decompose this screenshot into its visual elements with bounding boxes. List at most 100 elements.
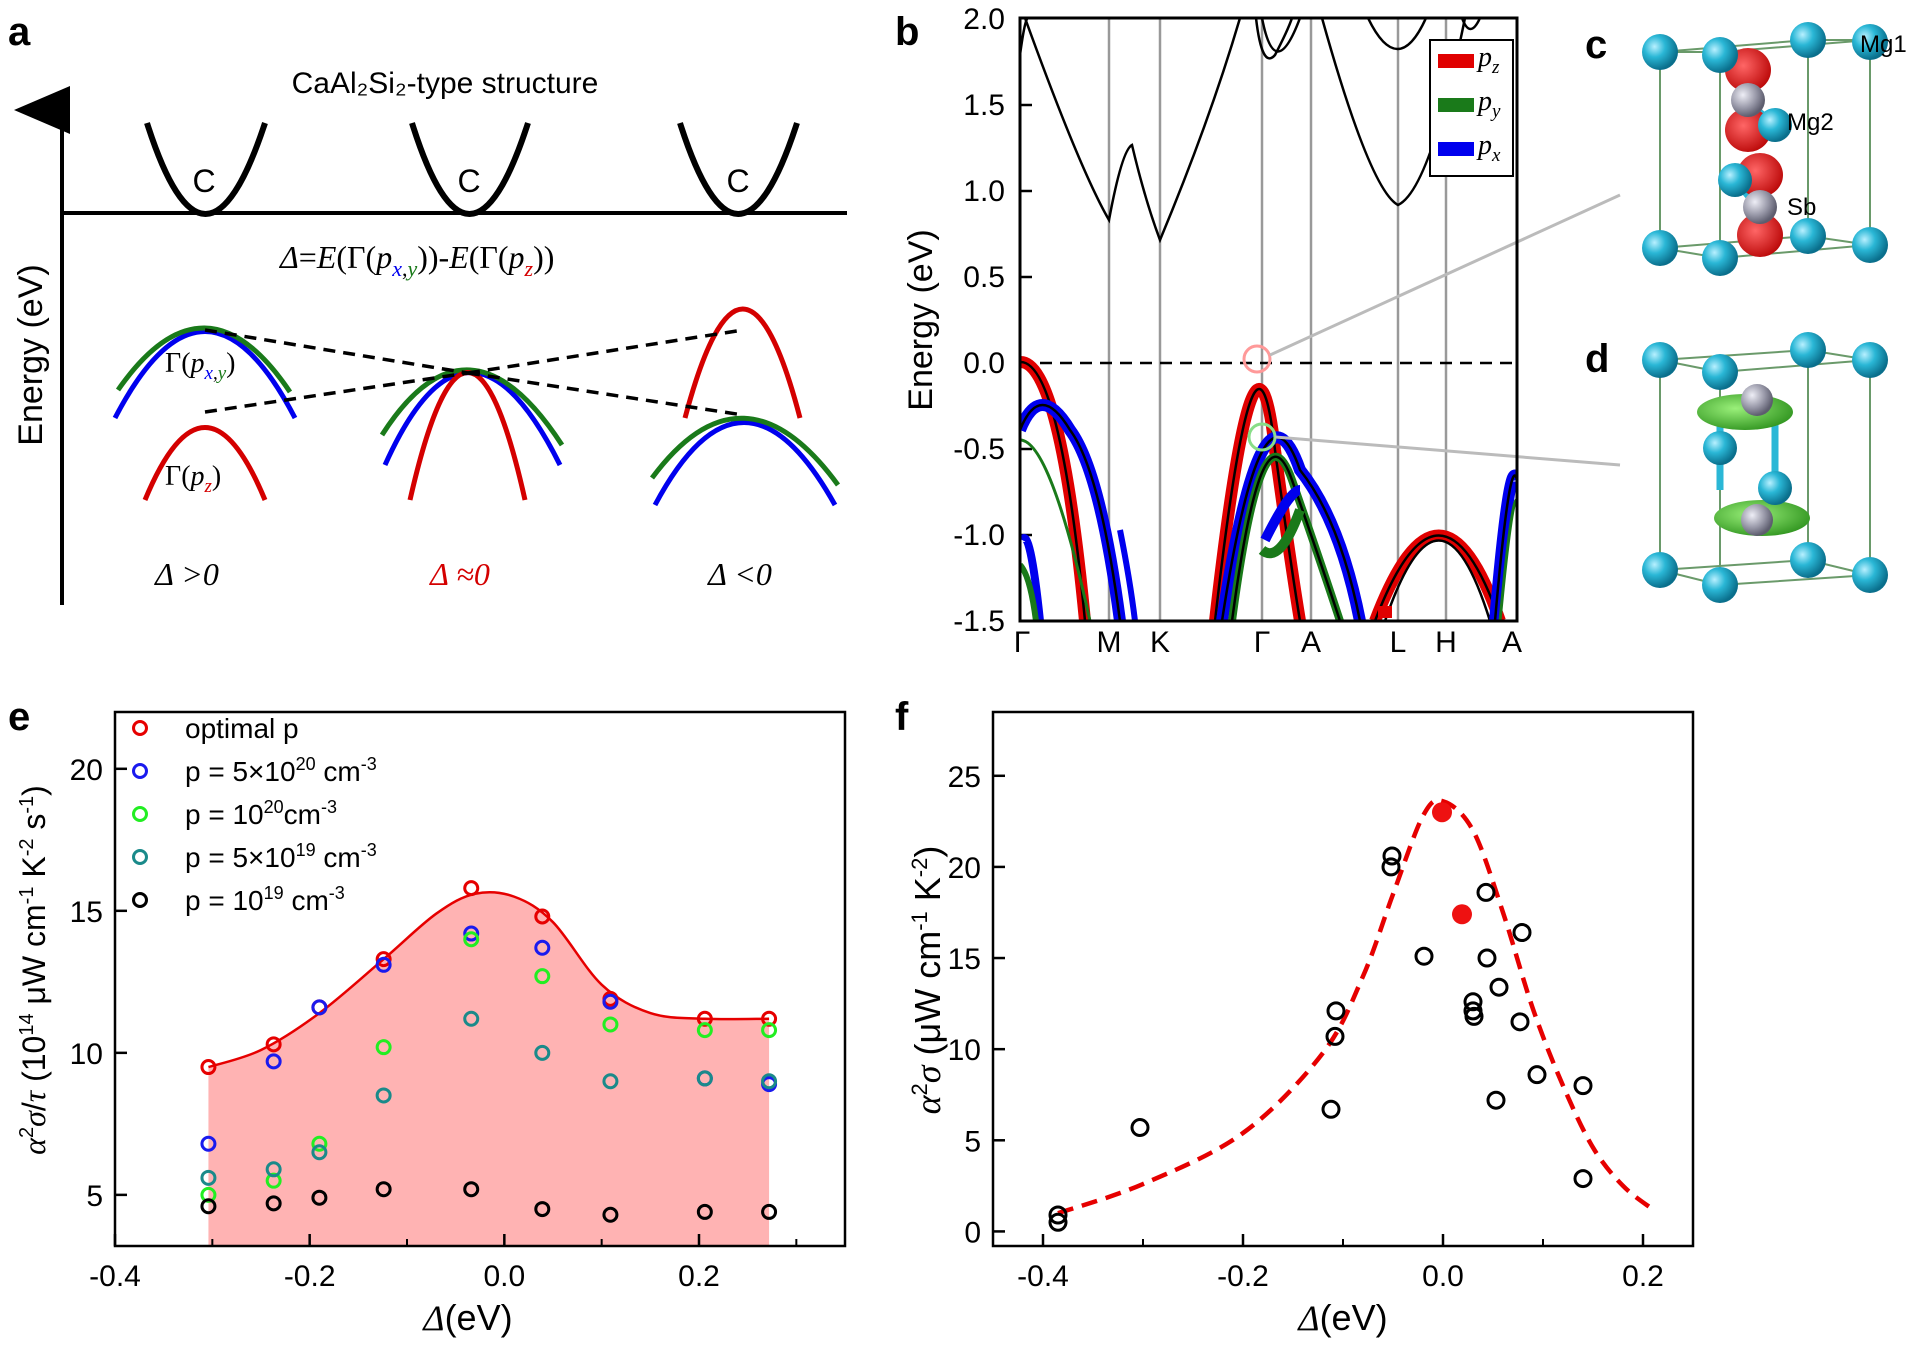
e-point-s2-2 bbox=[311, 1135, 328, 1152]
e-point-s0-7 bbox=[696, 1010, 713, 1027]
e-xlabel: Δ(eV) bbox=[421, 1297, 512, 1338]
vb-px-line-gamma bbox=[1220, 436, 1362, 621]
vb-pz-line-1 bbox=[1020, 360, 1087, 621]
kpoint-labels: Γ M K Γ A L H A bbox=[1014, 626, 1522, 659]
e-legend-marker-3 bbox=[132, 849, 148, 865]
mg-atom-c6 bbox=[1718, 163, 1752, 197]
e-point-s3-1 bbox=[265, 1161, 282, 1178]
f-open-point-7 bbox=[1382, 846, 1402, 866]
pxy-green-1 bbox=[115, 325, 293, 394]
e-point-s4-2 bbox=[311, 1189, 328, 1206]
vb-pz-line-L bbox=[1373, 534, 1502, 621]
f-ytick-4: 20 bbox=[948, 852, 981, 885]
f-open-point-16 bbox=[1510, 1012, 1530, 1032]
mg-atom-c10 bbox=[1852, 227, 1888, 263]
mg-atom-d1 bbox=[1642, 342, 1678, 378]
e-point-s4-8 bbox=[761, 1203, 778, 1220]
pxy-blue-2 bbox=[382, 370, 563, 467]
e-point-s1-1 bbox=[265, 1053, 282, 1070]
panel-label-d: d bbox=[1585, 337, 1609, 381]
e-xtick-3: 0.2 bbox=[678, 1260, 720, 1293]
mg-atom-d6 bbox=[1758, 471, 1792, 505]
band-structure bbox=[1020, 18, 1517, 621]
panel-label-a: a bbox=[8, 10, 31, 54]
panel-b: b Energy (eV) -1.5 -1.0 -0.5 0.0 0.5 1.0… bbox=[895, 3, 1621, 659]
legend-py-swatch bbox=[1438, 98, 1474, 112]
sb-atom-d2 bbox=[1741, 504, 1773, 536]
ytick-b-5: 1.0 bbox=[963, 175, 1005, 208]
panel-c: c Mg1 Mg2 Sb bbox=[1585, 22, 1906, 276]
pz-orbital-lobe-4 bbox=[1737, 213, 1783, 257]
e-legend-marker-4 bbox=[132, 892, 148, 908]
trend-dashed-lines bbox=[204, 328, 744, 417]
e-point-s2-1 bbox=[265, 1172, 282, 1189]
pz-red-1 bbox=[142, 425, 268, 501]
kpoint-0: Γ bbox=[1014, 626, 1031, 659]
f-open-point-6 bbox=[1381, 857, 1401, 877]
cb-band-1 bbox=[1023, 18, 1242, 244]
f-ticks: -0.4 -0.2 0.0 0.2 0 5 10 15 20 25 bbox=[948, 761, 1664, 1293]
f-open-point-13 bbox=[1477, 948, 1497, 968]
e-point-s1-5 bbox=[534, 939, 551, 956]
pz-red-3 bbox=[682, 306, 803, 419]
panel-b-yticks: -1.5 -1.0 -0.5 0.0 0.5 1.0 1.5 2.0 bbox=[953, 3, 1005, 638]
e-xtick-1: -0.2 bbox=[284, 1260, 336, 1293]
e-legend-marker-0 bbox=[132, 720, 148, 736]
e-point-s3-3 bbox=[375, 1087, 392, 1104]
e-point-s4-6 bbox=[602, 1206, 619, 1223]
case-label-positive: Δ >0 bbox=[153, 556, 219, 592]
e-legend: optimal p p = 5×1020 cm-3 p = 1020cm-3 p = … bbox=[132, 713, 377, 916]
kpoint-7: A bbox=[1502, 626, 1522, 659]
e-shaded-area bbox=[208, 892, 770, 1246]
f-open-point-12 bbox=[1476, 882, 1496, 902]
cb-parabola-2 bbox=[409, 122, 531, 217]
mg-atom-d7 bbox=[1642, 552, 1678, 588]
cb-label-3: C bbox=[726, 163, 749, 199]
kpoint-lines bbox=[1107, 18, 1448, 621]
panel-label-c: c bbox=[1585, 23, 1607, 67]
mg-atom-c5 bbox=[1758, 108, 1792, 142]
f-open-point-19 bbox=[1573, 1169, 1593, 1189]
legend-pz-swatch bbox=[1438, 54, 1474, 68]
f-open-point-5 bbox=[1326, 1001, 1346, 1021]
e-point-s3-2 bbox=[311, 1144, 328, 1161]
e-point-s1-4 bbox=[463, 925, 480, 942]
f-open-point-2 bbox=[1130, 1118, 1150, 1138]
vb-px-fat-A bbox=[1489, 469, 1517, 621]
panel-f: f -0.4 -0.2 0.0 0.2 0 5 10 15 20 25 Δ(eV) α2σ (μW… bbox=[895, 695, 1695, 1338]
vb-py-line-gamma bbox=[1230, 455, 1342, 621]
f-ylabel: α2σ (μW cm-1 K-2) bbox=[907, 846, 948, 1115]
mg-atom-c8 bbox=[1702, 240, 1738, 276]
sb-atom-c2 bbox=[1743, 190, 1777, 224]
f-open-point-4 bbox=[1325, 1026, 1345, 1046]
e-point-s4-5 bbox=[534, 1201, 551, 1218]
kpoint-1: M bbox=[1097, 626, 1122, 659]
mg-atom-c7 bbox=[1642, 230, 1678, 266]
f-ytick-3: 15 bbox=[948, 943, 981, 976]
sb-atom-d1 bbox=[1741, 384, 1773, 416]
vb-px-line-1 bbox=[1020, 403, 1122, 621]
vb-px-fat-gamma2 bbox=[1260, 485, 1302, 543]
f-fit-curve bbox=[1057, 798, 1655, 1216]
panel-b-ylabel: Energy (eV) bbox=[902, 229, 940, 410]
f-filled-point-1 bbox=[1452, 904, 1472, 925]
ytick-b-0: -1.5 bbox=[953, 605, 1005, 638]
kpoint-2: K bbox=[1150, 626, 1170, 659]
e-point-s4-4 bbox=[463, 1181, 480, 1198]
e-legend-label-4: p = 1019 cm-3 bbox=[185, 883, 345, 916]
e-point-s3-4 bbox=[463, 1010, 480, 1027]
f-open-point-18 bbox=[1527, 1065, 1547, 1085]
f-open-point-11 bbox=[1464, 1006, 1484, 1026]
e-point-s4-1 bbox=[265, 1195, 282, 1212]
f-xtick-3: 0.2 bbox=[1622, 1260, 1664, 1293]
vb-case-positive: Γ(px,y) Γ(pz) bbox=[112, 325, 298, 501]
mg-atom-d5 bbox=[1703, 431, 1737, 465]
panel-b-frame bbox=[1018, 16, 1519, 623]
e-point-s2-7 bbox=[696, 1022, 713, 1039]
e-ylabel: α2σ/τ (1014 μW cm-1 K-2 s-1) bbox=[16, 785, 52, 1155]
mg-atom-d8 bbox=[1702, 567, 1738, 603]
ytick-b-3: 0.0 bbox=[963, 347, 1005, 380]
e-ytick-0: 5 bbox=[86, 1180, 103, 1213]
kpoint-3: Γ bbox=[1254, 626, 1271, 659]
e-point-s4-7 bbox=[696, 1203, 713, 1220]
